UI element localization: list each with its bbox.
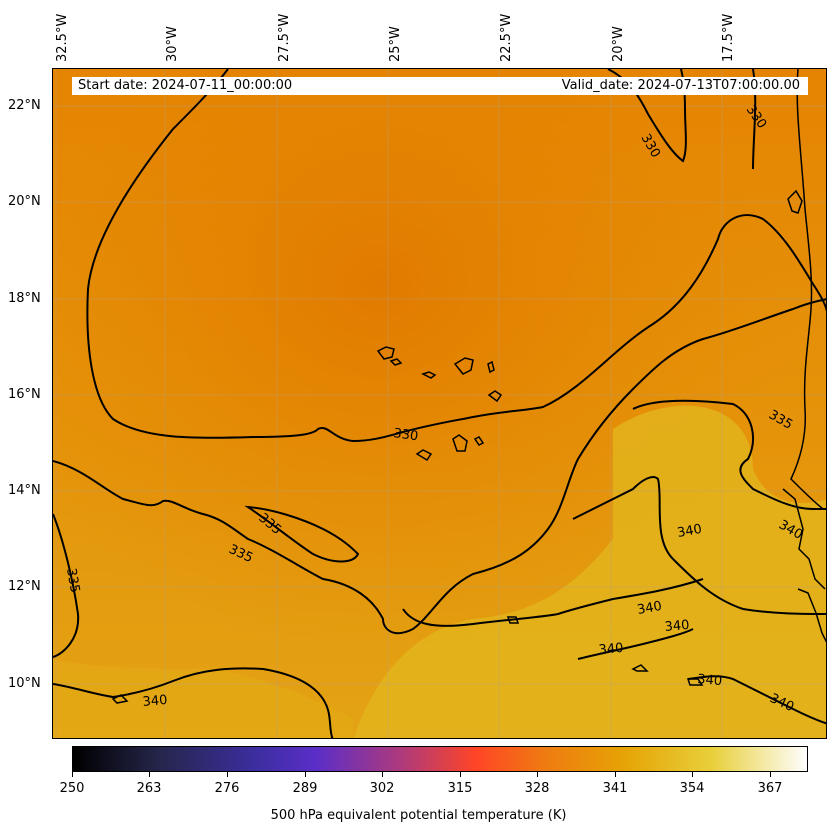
- cbar-tick-label: 302: [369, 781, 395, 796]
- contour-label-330-a: 330: [392, 426, 419, 444]
- contour-335-blob: [244, 505, 360, 563]
- graticule: [53, 69, 826, 738]
- cbar-tickmark: [770, 772, 771, 777]
- contour-330-main: [86, 128, 826, 443]
- contour-335-main: [53, 298, 826, 635]
- contour-330-north: [172, 69, 229, 130]
- lon-label-20w: 20°W: [611, 26, 626, 62]
- lon-label-22-5w: 22.5°W: [499, 13, 514, 62]
- lat-label-16n: 16°N: [8, 387, 41, 402]
- map-canvas: 330 330 330 335 335 335 335 340 340 340 …: [53, 69, 826, 738]
- colorbar-title: 500 hPa equivalent potential temperature…: [270, 808, 567, 823]
- cbar-tick-label: 315: [447, 781, 473, 796]
- cbar-tick-label: 341: [602, 781, 628, 796]
- lat-label-22n: 22°N: [8, 98, 41, 113]
- island-brava: [473, 436, 485, 446]
- cbar-tickmark: [305, 772, 306, 777]
- islet-south-3: [686, 678, 704, 686]
- colorbar-gradient: [73, 747, 807, 771]
- contour-lines: [53, 69, 826, 738]
- contour-label-340-a: 340: [676, 522, 703, 541]
- island-fogo: [415, 449, 433, 462]
- lat-label-14n: 14°N: [8, 483, 41, 498]
- field-high-region: [353, 405, 826, 738]
- islet-south-2: [631, 664, 649, 672]
- contour-340-mid: [572, 476, 826, 615]
- lat-label-10n: 10°N: [8, 676, 41, 691]
- map-panel: 330 330 330 335 335 335 335 340 340 340 …: [52, 68, 827, 739]
- cbar-tickmark: [537, 772, 538, 777]
- cbar-tick-label: 263: [136, 781, 162, 796]
- island-sal: [453, 357, 474, 375]
- island-santo-antao: [376, 346, 395, 360]
- contour-340-small: [577, 628, 694, 660]
- lon-label-25w: 25°W: [388, 26, 403, 62]
- cbar-tick-label: 367: [757, 781, 783, 796]
- coast-detail-1: [787, 189, 803, 214]
- coast-detail-3: [797, 588, 826, 643]
- date-banner: Start date: 2024-07-11_00:00:00 Valid_da…: [72, 77, 808, 95]
- cbar-tickmark: [149, 772, 150, 777]
- cbar-tickmark: [72, 772, 73, 777]
- start-date-text: Start date: 2024-07-11_00:00:00: [78, 78, 293, 93]
- lat-label-18n: 18°N: [8, 291, 41, 306]
- island-sao-vicente: [389, 358, 403, 366]
- cbar-tick-label: 276: [214, 781, 240, 796]
- lon-label-17-5w: 17.5°W: [721, 13, 736, 62]
- lon-label-32-5w: 32.5°W: [55, 13, 70, 62]
- contour-label-340-d: 340: [598, 641, 624, 658]
- coastlines: [111, 69, 826, 704]
- lon-label-30w: 30°W: [165, 26, 180, 62]
- contour-340-east: [632, 399, 826, 510]
- contour-label-335-c: 335: [63, 567, 82, 594]
- island-sao-nicolau: [421, 371, 437, 379]
- cbar-tick-label: 289: [292, 781, 318, 796]
- islet-southwest: [111, 694, 129, 704]
- cbar-tickmark: [227, 772, 228, 777]
- contour-340-sw: [53, 667, 334, 738]
- african-coast: [790, 69, 824, 510]
- lon-label-27-5w: 27.5°W: [277, 13, 292, 62]
- lat-label-12n: 12°N: [8, 579, 41, 594]
- cbar-tickmark: [382, 772, 383, 777]
- island-boa-vista: [487, 360, 495, 374]
- cbar-tick-label: 250: [59, 781, 85, 796]
- valid-date-text: Valid_date: 2024-07-13T07:00:00.00: [561, 78, 800, 93]
- cbar-tick-label: 328: [524, 781, 550, 796]
- lat-label-20n: 20°N: [8, 194, 41, 209]
- cbar-tick-label: 354: [679, 781, 705, 796]
- colorbar: [72, 746, 808, 772]
- islet-south: [506, 616, 520, 624]
- island-santiago: [452, 434, 468, 452]
- cbar-tickmark: [460, 772, 461, 777]
- contour-label-340-c: 340: [664, 618, 690, 635]
- coast-detail-2: [782, 488, 826, 590]
- cbar-tickmark: [692, 772, 693, 777]
- island-maio: [487, 390, 503, 403]
- contour-label-340-g: 340: [142, 693, 168, 710]
- contour-340-south: [402, 578, 704, 627]
- cbar-tickmark: [615, 772, 616, 777]
- field-high-southwest: [53, 659, 353, 738]
- contour-label-340-b: 340: [636, 599, 663, 618]
- contour-335-west: [53, 513, 80, 658]
- contour-340-se: [687, 675, 826, 725]
- contour-label-340-e: 340: [697, 672, 723, 689]
